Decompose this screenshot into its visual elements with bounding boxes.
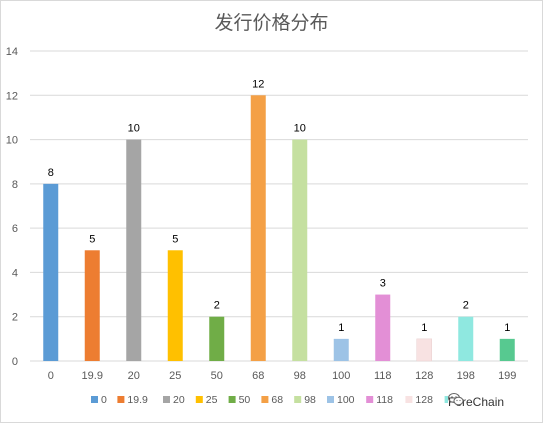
bar-100 [333, 338, 349, 361]
legend-item: 19.9 [127, 394, 148, 406]
data-label: 1 [338, 322, 344, 334]
legend-swatch [228, 396, 236, 403]
y-tick-label: 4 [12, 267, 18, 279]
data-label: 1 [504, 322, 510, 334]
x-tick-label: 98 [294, 370, 306, 382]
x-tick-label: 25 [169, 370, 181, 382]
legend-swatch [327, 396, 334, 403]
grid-lines [30, 50, 528, 362]
data-label: 2 [463, 300, 469, 312]
bar-19.9 [84, 250, 100, 361]
watermark: ForeChain [448, 393, 536, 411]
y-axis-ticks: 0 2 4 6 8 10 12 14 [6, 46, 18, 368]
bar-98 [292, 139, 308, 361]
bar-50 [209, 316, 225, 361]
legend-swatch [195, 396, 203, 403]
legend-item: 68 [271, 394, 283, 406]
bar-128 [416, 338, 432, 362]
legend-swatch [366, 396, 374, 403]
legend-item: 0 [101, 394, 107, 406]
data-label: 8 [48, 167, 54, 179]
bar-25 [167, 250, 183, 361]
bar-199 [499, 338, 515, 361]
legend-swatch [294, 396, 302, 403]
x-tick-label: 199 [498, 370, 516, 382]
x-tick-label: 19.9 [82, 370, 103, 382]
legend-item: 98 [304, 394, 316, 406]
data-label: 2 [214, 300, 220, 312]
legend-item: 118 [376, 394, 393, 406]
y-tick-label: 0 [12, 356, 18, 368]
legend-item: 100 [337, 394, 355, 406]
wechat-icon [448, 393, 464, 406]
x-tick-label: 100 [332, 370, 350, 382]
data-label: 1 [421, 322, 427, 334]
x-tick-label: 20 [128, 370, 140, 382]
y-tick-label: 14 [6, 46, 18, 58]
x-tick-label: 68 [252, 370, 264, 382]
y-tick-label: 6 [12, 223, 18, 235]
data-label: 10 [128, 123, 140, 135]
legend-swatch [163, 396, 170, 403]
legend-swatch [91, 396, 98, 403]
legend-swatch [117, 396, 125, 403]
data-label: 5 [172, 233, 178, 245]
y-tick-label: 2 [12, 312, 18, 324]
data-label: 12 [252, 78, 264, 90]
data-label: 5 [89, 233, 95, 245]
legend-swatch [405, 396, 413, 403]
y-tick-label: 12 [6, 90, 18, 102]
x-tick-label: 50 [211, 370, 223, 382]
data-label: 3 [380, 278, 386, 290]
x-tick-label: 0 [48, 370, 54, 382]
x-axis-ticks: 0 19.9 20 25 50 68 98 100 118 128 198 199 [48, 370, 517, 382]
bar-0 [43, 183, 59, 361]
legend-item: 128 [415, 394, 433, 406]
x-tick-label: 118 [374, 370, 392, 382]
chart-title: 发行价格分布 [214, 12, 329, 34]
y-tick-label: 10 [6, 135, 18, 147]
x-tick-label: 198 [457, 370, 475, 382]
y-tick-label: 8 [12, 179, 18, 191]
legend-swatch [261, 396, 269, 403]
bar-68 [250, 95, 266, 362]
bar-118 [375, 294, 391, 361]
legend-item: 25 [206, 394, 218, 406]
legend-item: 20 [173, 394, 185, 406]
bar-20 [126, 139, 142, 361]
bar-198 [458, 316, 474, 361]
x-tick-label: 128 [415, 370, 433, 382]
data-label: 10 [294, 123, 306, 135]
bars [43, 95, 515, 362]
legend-item: 50 [239, 394, 251, 406]
